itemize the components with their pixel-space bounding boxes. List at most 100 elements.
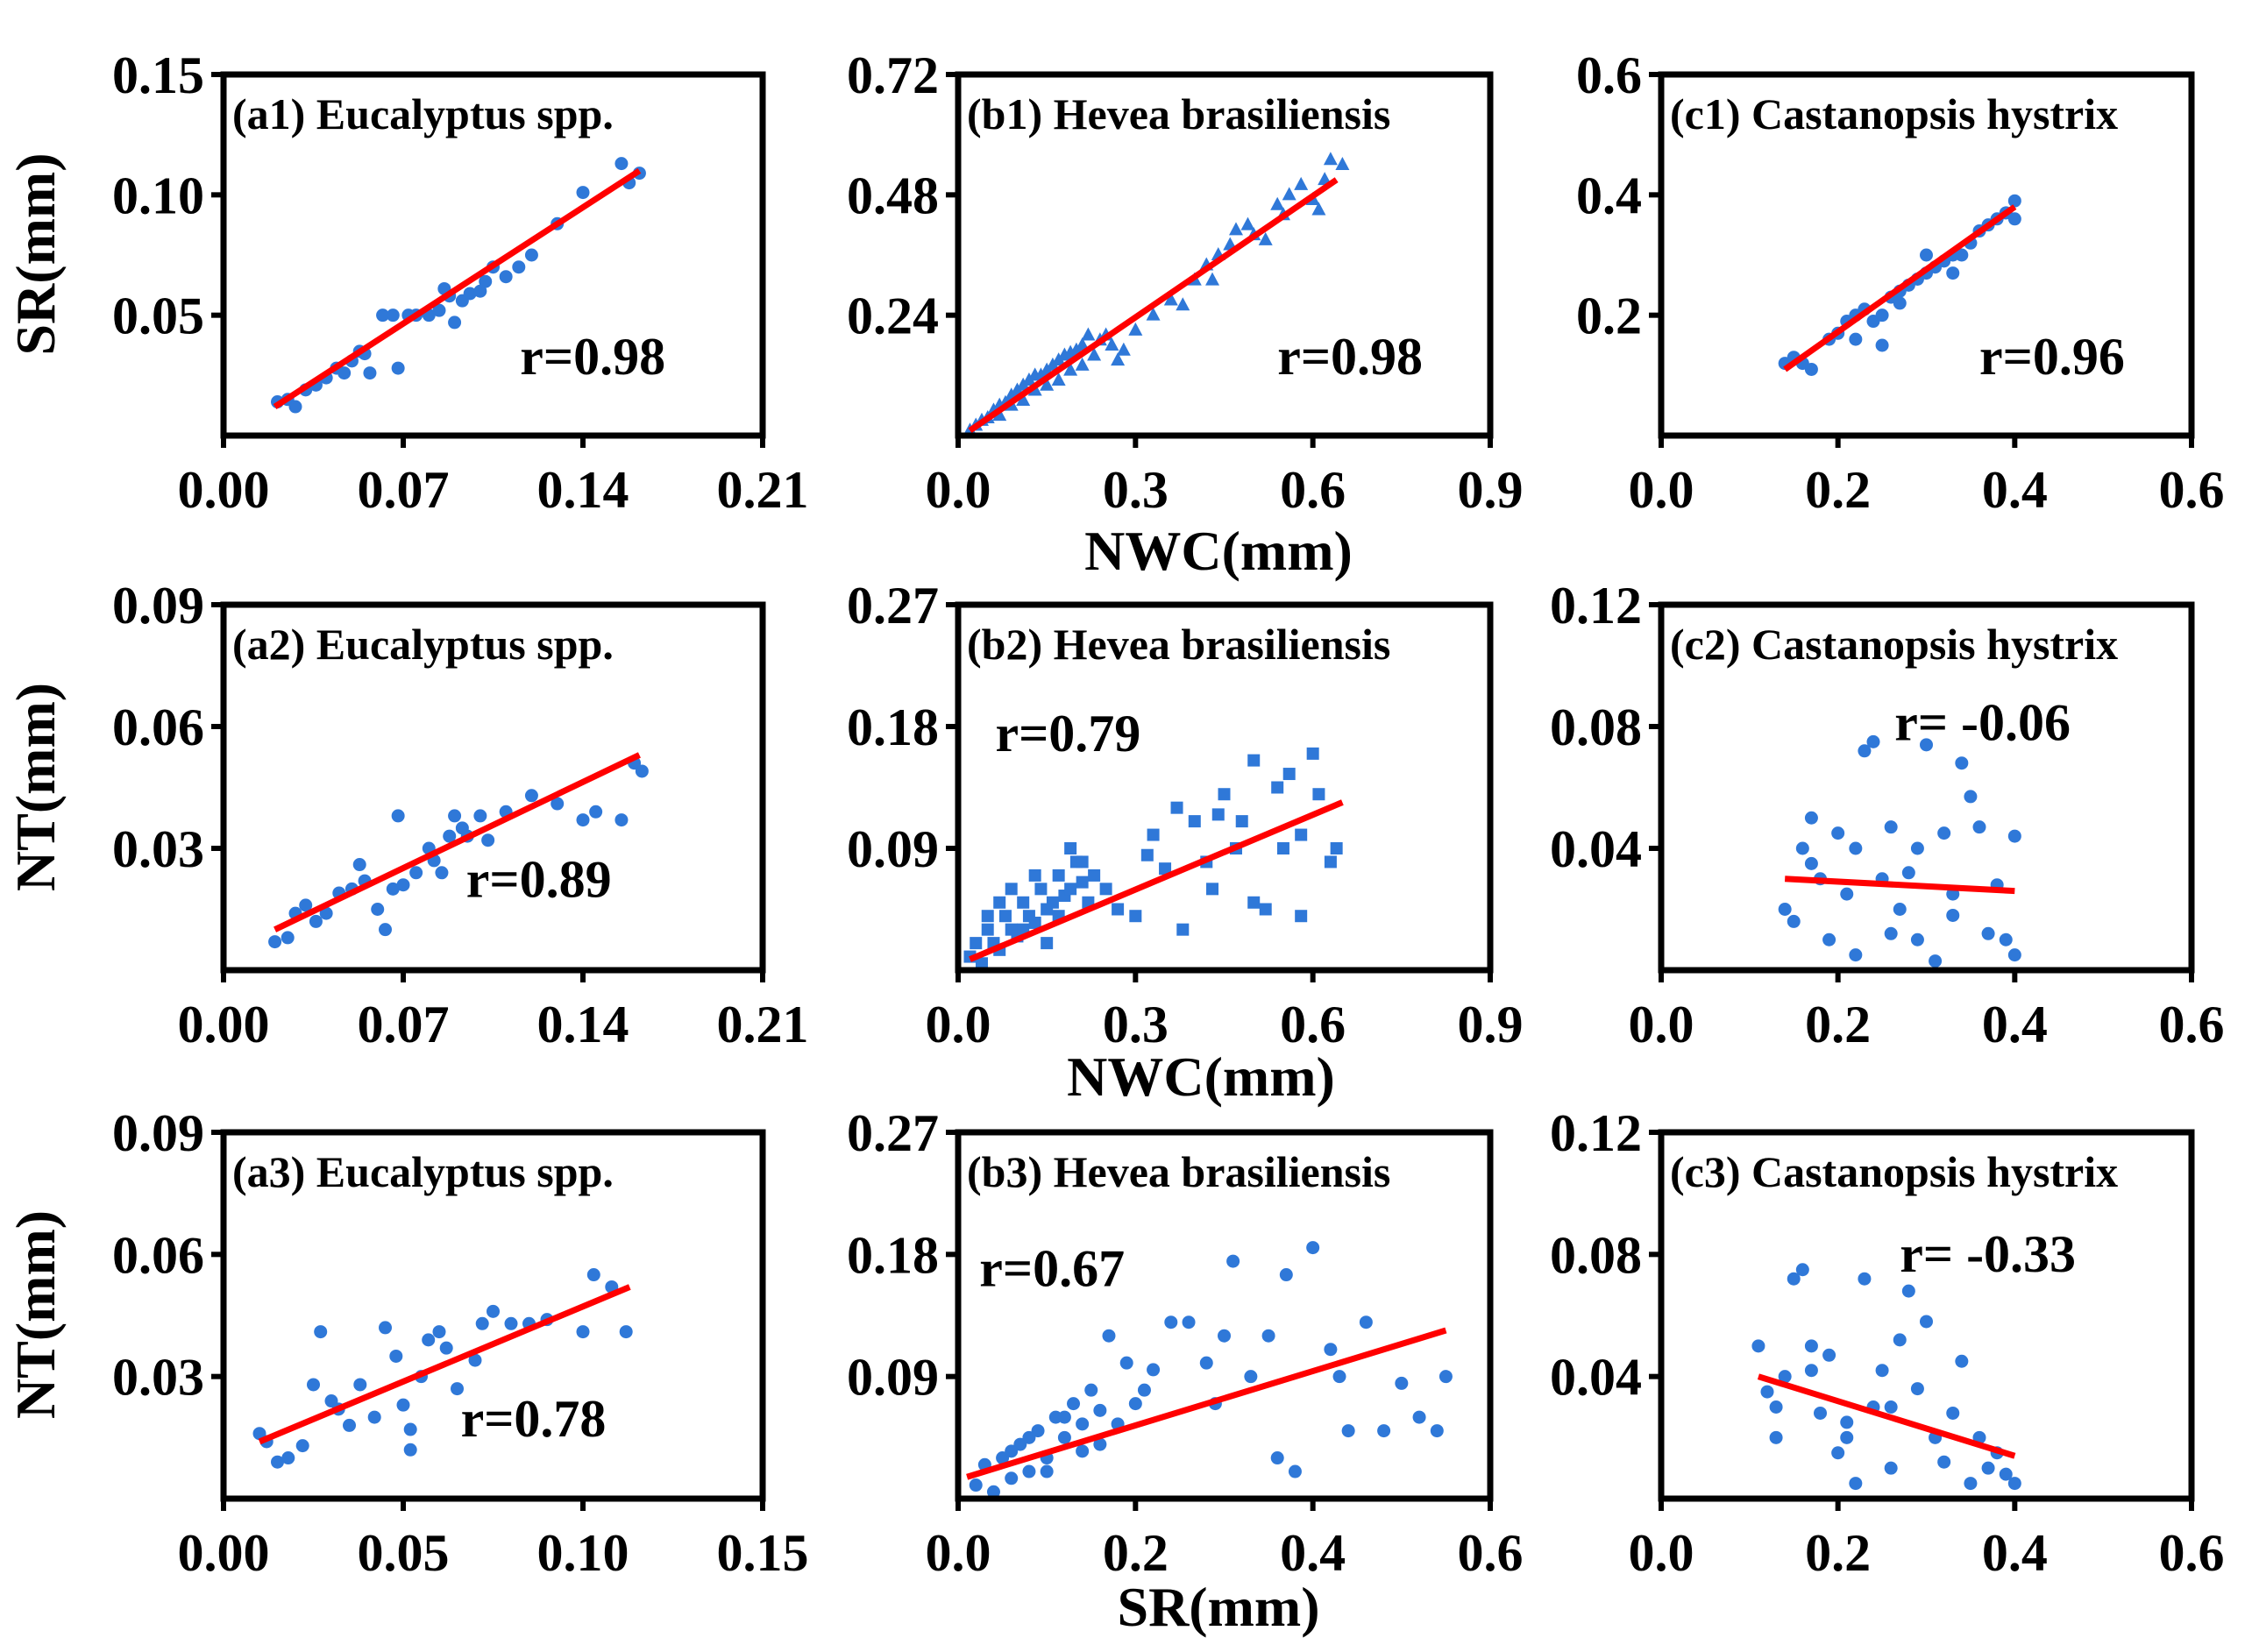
y-tick-label: 0.08 — [1550, 1226, 1642, 1284]
data-point — [1081, 327, 1096, 341]
row2-xlabel: NWC(mm) — [1067, 1046, 1335, 1108]
fit-line — [1784, 876, 2015, 895]
data-point — [1075, 337, 1090, 351]
panel-4: 0.00 0.07 0.14 0.21 0.03 0.06 0.09 (a2) Eucalyp… — [112, 577, 809, 1053]
data-point — [1076, 855, 1089, 869]
x-tick-label: 0.0 — [1629, 996, 1694, 1053]
data-point — [1028, 916, 1041, 929]
data-point — [1076, 1417, 1090, 1431]
data-point — [1258, 231, 1273, 245]
data-point — [1901, 1284, 1915, 1298]
x-tick-label: 0.2 — [1805, 1524, 1871, 1582]
data-point — [1795, 841, 1809, 855]
x-tick-label: 0.07 — [358, 996, 450, 1053]
data-point — [1964, 790, 1978, 804]
data-point — [1137, 1383, 1151, 1397]
data-point — [352, 858, 366, 872]
data-point — [1176, 923, 1190, 936]
y-tick-label: 0.4 — [1576, 167, 1642, 224]
data-point — [1910, 841, 1924, 855]
data-point — [1146, 307, 1161, 321]
data-point — [1875, 308, 1889, 323]
data-point — [1377, 1424, 1391, 1438]
data-point — [389, 1349, 403, 1363]
x-tick-label: 0.2 — [1805, 461, 1871, 519]
data-point — [1228, 222, 1243, 236]
x-tick-label: 0.3 — [1103, 461, 1169, 519]
panel-title: (a2) Eucalyptus spp. — [232, 620, 614, 669]
data-point — [1218, 788, 1231, 801]
data-point — [479, 274, 493, 288]
data-point — [1261, 1329, 1275, 1343]
data-point — [1102, 1329, 1116, 1343]
y-tick-label: 0.72 — [847, 46, 939, 104]
data-point — [1182, 1315, 1196, 1329]
data-point — [1057, 1430, 1071, 1444]
fit-line — [1783, 204, 2017, 372]
data-point — [1769, 1400, 1783, 1414]
data-point — [1439, 1370, 1453, 1384]
x-tick-label: 0.6 — [2159, 1524, 2225, 1582]
data-point — [1999, 1467, 2013, 1481]
data-point — [998, 910, 1012, 923]
data-point — [1884, 820, 1898, 834]
data-point — [1849, 332, 1863, 346]
data-point — [448, 809, 462, 823]
data-point — [619, 1325, 633, 1339]
data-point — [1751, 1339, 1765, 1353]
y-tick-label: 0.18 — [847, 1226, 939, 1284]
panel-1: 0.00 0.07 0.14 0.21 0.05 0.10 0.15 (a1) Eucalyp… — [112, 46, 809, 519]
data-point — [432, 1325, 446, 1339]
plot-frame — [220, 71, 766, 439]
data-point — [1279, 1268, 1293, 1282]
panel-3: 0.0 0.2 0.4 0.6 0.2 0.4 0.6 (c1) Castanopsis hy… — [1576, 46, 2225, 519]
correlation-label: r= -0.33 — [1900, 1225, 2076, 1283]
data-point — [1088, 869, 1101, 882]
data-point — [499, 270, 513, 284]
data-point — [281, 1451, 295, 1465]
data-point — [1323, 152, 1338, 166]
panel-title: (b3) Hevea brasiliensis — [967, 1147, 1390, 1196]
data-point — [2007, 194, 2021, 208]
y-tick-label: 0.06 — [112, 698, 204, 756]
data-point — [1920, 248, 1933, 262]
data-point — [1057, 1410, 1071, 1424]
data-point — [473, 809, 487, 823]
correlation-label: r=0.79 — [995, 705, 1140, 762]
data-point — [1312, 788, 1325, 801]
data-point — [1295, 828, 1308, 841]
correlation-label: r=0.78 — [461, 1390, 607, 1448]
data-point — [635, 764, 649, 778]
data-point — [1849, 841, 1863, 855]
data-point — [1920, 1315, 1933, 1329]
plot-frame — [955, 71, 1494, 439]
data-point — [435, 866, 449, 880]
data-point — [1063, 362, 1078, 376]
data-point — [343, 1418, 356, 1432]
y-tick-label: 0.12 — [1550, 1104, 1642, 1162]
data-point — [1076, 876, 1089, 889]
fit-line — [968, 177, 1339, 434]
data-point — [1937, 826, 1951, 840]
data-point — [615, 157, 629, 171]
correlation-label: r=0.96 — [1979, 328, 2125, 386]
data-point — [1076, 1444, 1090, 1458]
data-point — [386, 882, 400, 896]
data-point — [1099, 883, 1112, 896]
panel-8: 0.0 0.2 0.4 0.6 0.09 0.18 0.27 (b3) Hevea brasi… — [847, 1104, 1524, 1582]
data-point — [1324, 855, 1337, 869]
data-point — [576, 1325, 590, 1339]
x-tick-label: 0.00 — [178, 461, 270, 519]
data-point — [1840, 1430, 1854, 1444]
y-tick-label: 0.18 — [847, 698, 939, 756]
data-point — [1981, 926, 1995, 940]
data-point — [1804, 811, 1818, 825]
panel-title: (a1) Eucalyptus spp. — [232, 89, 614, 138]
x-tick-label: 0.4 — [1280, 1524, 1346, 1582]
data-point — [396, 878, 410, 892]
data-point — [1051, 372, 1066, 386]
data-point — [1140, 848, 1154, 861]
x-tick-label: 0.21 — [717, 996, 809, 1053]
data-point — [1787, 914, 1801, 928]
